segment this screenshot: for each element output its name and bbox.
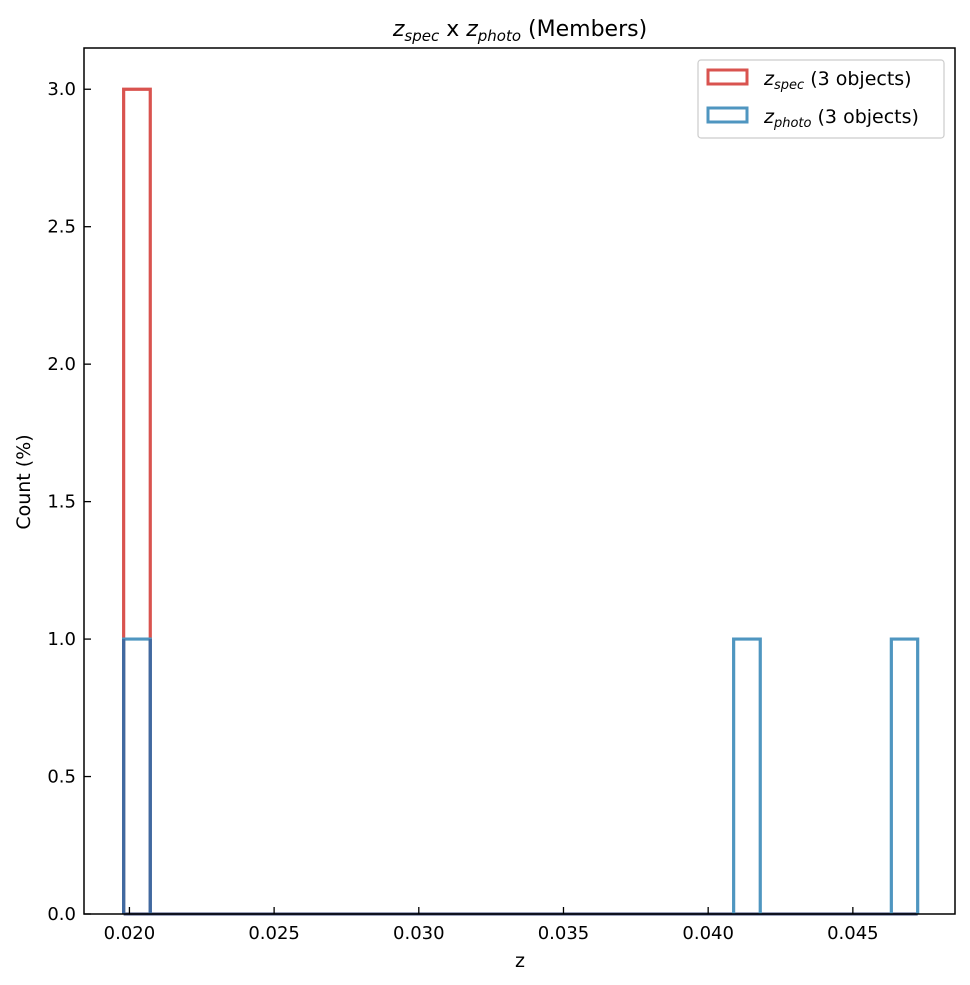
y-tick-label: 1.5 xyxy=(47,492,76,513)
title-sub1: spec xyxy=(404,27,440,45)
plot-frame xyxy=(83,47,956,915)
y-tick-label: 2.5 xyxy=(47,217,76,238)
x-tick-label: 0.020 xyxy=(104,923,156,944)
y-tick-label: 0.5 xyxy=(47,767,76,788)
legend-zphoto-main: z xyxy=(763,106,775,128)
chart-title: zspec x zphoto (Members) xyxy=(392,17,647,45)
legend-label-zspec: zspec (3 objects) xyxy=(763,68,912,93)
x-axis-label: z xyxy=(515,950,525,972)
bar-photo-0 xyxy=(122,637,152,914)
legend-zspec-main: z xyxy=(763,68,775,90)
bar-spec-0 xyxy=(122,87,152,914)
title-z2: z xyxy=(465,17,478,42)
y-tick-label: 0.0 xyxy=(47,904,76,925)
bar-photo-1 xyxy=(732,637,762,914)
title-tail: (Members) xyxy=(521,17,647,42)
legend-zphoto-tail: (3 objects) xyxy=(811,106,918,128)
title-z1: z xyxy=(392,17,405,42)
x-tick-label: 0.030 xyxy=(393,923,445,944)
y-tick-label: 1.0 xyxy=(47,629,76,650)
legend-box xyxy=(697,59,945,139)
legend-zphoto-sub: photo xyxy=(773,116,812,131)
legend-zspec-sub: spec xyxy=(774,78,804,93)
y-tick-label: 3.0 xyxy=(47,79,76,100)
x-tick-label: 0.040 xyxy=(682,923,734,944)
ticks-layer: 0.020 0.025 0.030 0.035 0.040 0.045 0.0 0.5 1.0 1… xyxy=(47,79,878,944)
x-tick-label: 0.025 xyxy=(248,923,300,944)
legend-swatch-zphoto xyxy=(706,106,749,124)
y-axis-label: Count (%) xyxy=(13,434,35,529)
y-tick-label: 2.0 xyxy=(47,354,76,375)
bar-photo-2 xyxy=(889,637,920,914)
legend-zspec-tail: (3 objects) xyxy=(804,68,911,90)
title-sub2: photo xyxy=(477,27,521,45)
legend-label-zphoto: zphoto (3 objects) xyxy=(763,106,919,131)
bars-layer xyxy=(122,87,920,916)
legend-swatch-zspec xyxy=(706,68,749,86)
title-mid: x xyxy=(439,17,466,42)
legend: zspec (3 objects) zphoto (3 objects) xyxy=(697,59,945,139)
x-tick-label: 0.035 xyxy=(538,923,590,944)
x-tick-label: 0.045 xyxy=(827,923,879,944)
bar-overlap-edges xyxy=(122,639,152,914)
